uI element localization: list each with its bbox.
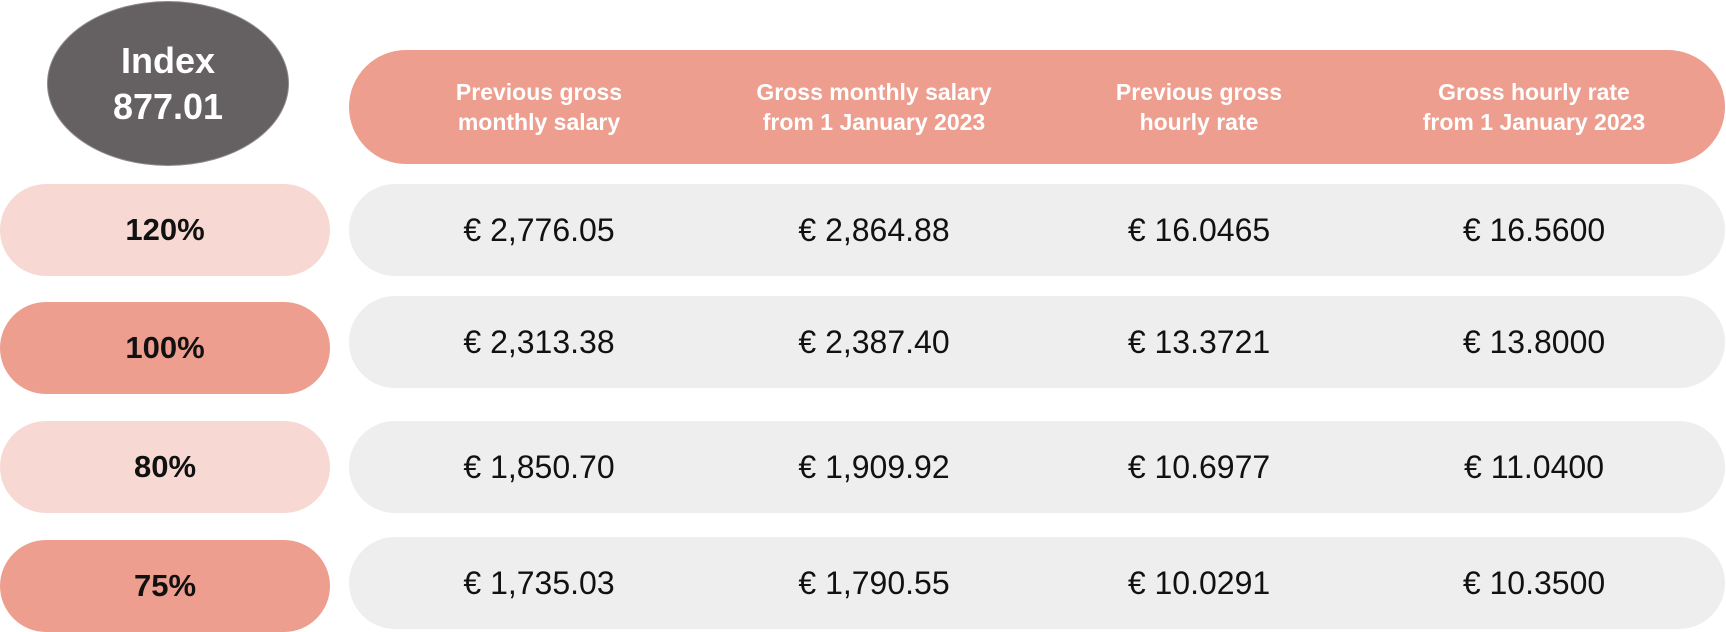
cell-previous-hourly-rate: € 13.3721 <box>1127 323 1271 360</box>
table-row: € 2,313.38 € 2,387.40 € 13.3721 € 13.800… <box>349 296 1725 388</box>
cell-previous-monthly-salary: € 1,850.70 <box>463 448 615 485</box>
cell-previous-monthly-salary: € 1,735.03 <box>463 564 615 601</box>
cell-new-hourly-rate: € 16.5600 <box>1462 211 1606 248</box>
cell-new-monthly-salary: € 1,790.55 <box>798 564 950 601</box>
table-header: Previous gross monthly salary Gross mont… <box>349 50 1725 164</box>
cell-previous-monthly-salary: € 2,313.38 <box>463 323 615 360</box>
header-new-monthly-salary: Gross monthly salary from 1 January 2023 <box>756 79 992 135</box>
cell-previous-hourly-rate: € 10.6977 <box>1127 448 1271 485</box>
index-badge: Index 877.01 <box>47 1 289 166</box>
table-row: € 1,735.03 € 1,790.55 € 10.0291 € 10.350… <box>349 537 1725 629</box>
cell-new-monthly-salary: € 1,909.92 <box>798 448 950 485</box>
cell-previous-hourly-rate: € 10.0291 <box>1127 564 1271 601</box>
header-previous-hourly-rate: Previous gross hourly rate <box>1115 79 1283 135</box>
cell-new-monthly-salary: € 2,387.40 <box>798 323 950 360</box>
row-label-80: 80% <box>0 421 330 513</box>
table-row: € 1,850.70 € 1,909.92 € 10.6977 € 11.040… <box>349 421 1725 513</box>
index-label: Index <box>120 39 216 81</box>
header-previous-monthly-salary: Previous gross monthly salary <box>455 79 623 135</box>
header-new-hourly-rate: Gross hourly rate from 1 January 2023 <box>1422 79 1646 135</box>
table-row: € 2,776.05 € 2,864.88 € 16.0465 € 16.560… <box>349 184 1725 276</box>
cell-new-monthly-salary: € 2,864.88 <box>798 211 950 248</box>
cell-new-hourly-rate: € 10.3500 <box>1462 564 1606 601</box>
cell-previous-monthly-salary: € 2,776.05 <box>463 211 615 248</box>
row-label-75: 75% <box>0 540 330 632</box>
cell-new-hourly-rate: € 11.0400 <box>1464 448 1604 485</box>
row-label-120: 120% <box>0 184 330 276</box>
cell-new-hourly-rate: € 13.8000 <box>1462 323 1606 360</box>
row-label-100: 100% <box>0 302 330 394</box>
index-value: 877.01 <box>112 85 224 127</box>
cell-previous-hourly-rate: € 16.0465 <box>1127 211 1271 248</box>
